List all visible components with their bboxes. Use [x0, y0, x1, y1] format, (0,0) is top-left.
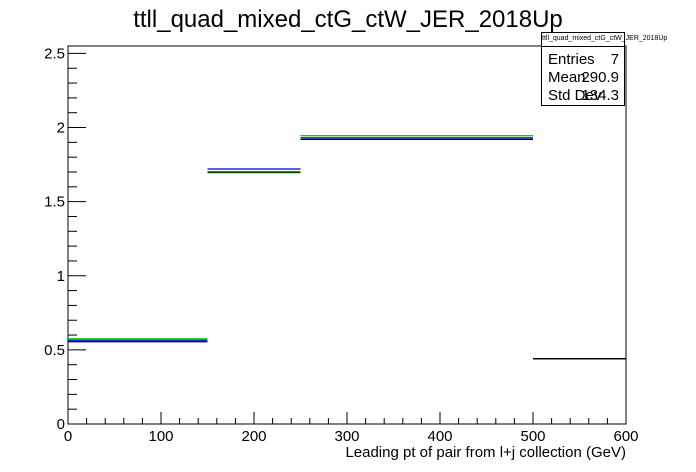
stats-box-divider [542, 46, 624, 47]
chart-title: ttll_quad_mixed_ctG_ctW_JER_2018Up [133, 6, 563, 33]
stats-box: ttll_quad_mixed_ctG_ctW_JER_2018Up Entri… [541, 32, 668, 106]
x-axis-title: Leading pt of pair from l+j collection (… [345, 444, 626, 461]
x-tick-label: 500 [520, 428, 545, 445]
y-tick-label: 2 [57, 120, 65, 137]
y-tick-label: 2.5 [44, 45, 65, 62]
stats-mean-label: Mean [548, 69, 586, 86]
x-tick-label: 0 [64, 428, 72, 445]
stats-row-mean: Mean 290.9 [548, 69, 619, 87]
x-tick-label: 400 [427, 428, 452, 445]
y-tick-label: 1.5 [44, 194, 65, 211]
stats-row-stddev: Std Dev 134.3 [548, 87, 619, 105]
axes-layer: 0 100 200 300 400 500 600 0 0.5 1 1.5 2 2.5 [44, 45, 638, 445]
y-tick-label: 0 [57, 416, 65, 433]
stats-row-entries: Entries 7 [548, 51, 619, 69]
stats-stddev-label: Std Dev [548, 87, 602, 104]
x-tick-label: 300 [334, 428, 359, 445]
x-tick-label: 600 [613, 428, 638, 445]
series-layer [68, 135, 626, 360]
stats-box-name: ttll_quad_mixed_ctG_ctW_JER_2018Up [542, 35, 668, 42]
x-tick-label: 100 [148, 428, 173, 445]
y-tick-label: 1 [57, 268, 65, 285]
stats-entries-value: 7 [610, 51, 619, 68]
stats-entries-label: Entries [548, 51, 595, 68]
stats-mean-value: 290.9 [581, 69, 619, 86]
stats-stddev-value: 134.3 [581, 87, 619, 104]
x-tick-label: 200 [241, 428, 266, 445]
y-tick-label: 0.5 [44, 342, 65, 359]
